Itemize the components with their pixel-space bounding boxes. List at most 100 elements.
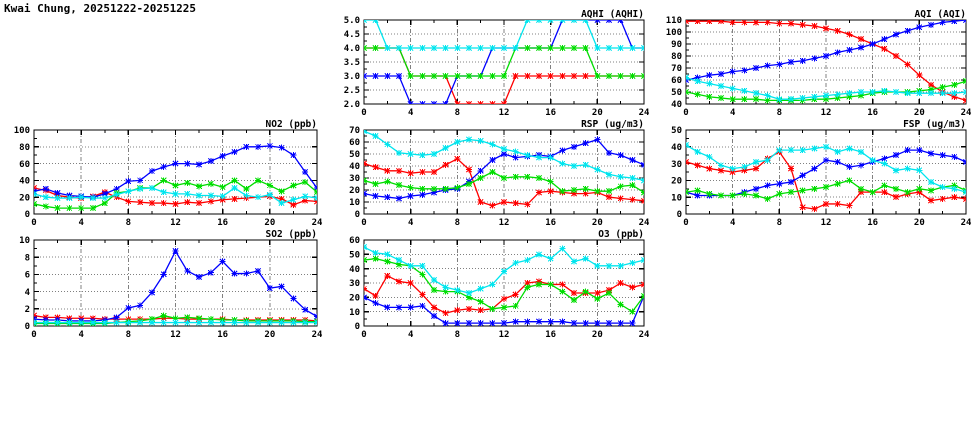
y-tick-label: 30 [349,174,360,184]
y-tick-label: 80 [671,52,682,62]
x-tick-label: 8 [455,330,460,340]
chart-panel-no2: 0 20 40 60 80 100 0 4 8 12 16 20 24 NO2 (ppb) [0,118,323,231]
x-tick-label: 12 [499,330,510,340]
y-tick-label: 4.5 [344,30,360,40]
y-tick-label: 70 [349,126,360,136]
x-tick-label: 24 [639,108,650,118]
x-tick-label: 0 [31,330,36,340]
x-tick-label: 20 [592,218,603,228]
y-tick-label: 30 [671,160,682,170]
x-tick-label: 16 [217,218,228,228]
y-tick-label: 50 [349,150,360,160]
y-tick-label: 4.0 [344,44,360,54]
x-tick-label: 4 [78,218,84,228]
x-tick-label: 8 [126,218,131,228]
x-tick-label: 4 [408,330,414,340]
y-tick-label: 40 [19,177,30,187]
chart-panel-so2: 0 2 4 6 8 10 0 4 8 12 16 20 24 SO2 (ppb) [0,228,323,343]
y-tick-label: 50 [671,88,682,98]
chart-panel-aqi: 40 50 60 70 80 90 100 110 0 4 8 12 16 20 24 AQI (AQI) [652,8,972,121]
y-tick-label: 60 [349,138,360,148]
chart-title: AQHI (AQHI) [581,9,644,20]
y-tick-label: 10 [19,236,30,246]
y-tick-label: 5.0 [344,16,360,26]
series-day3 [364,169,644,196]
chart-no2: 0 20 40 60 80 100 0 4 8 12 16 20 24 NO2 (ppb) [0,118,323,231]
x-tick-label: 12 [499,218,510,228]
x-tick-label: 8 [126,330,131,340]
series-day3 [686,177,966,202]
x-tick-label: 0 [361,108,366,118]
y-tick-label: 20 [349,186,360,196]
y-tick-label: 10 [671,193,682,203]
y-tick-label: 20 [349,294,360,304]
x-tick-label: 0 [683,218,688,228]
x-tick-label: 12 [821,108,832,118]
x-tick-label: 0 [361,218,366,228]
series-day4 [686,142,966,196]
y-tick-label: 100 [666,28,682,38]
x-tick-label: 4 [730,108,736,118]
y-tick-label: 0 [25,210,30,220]
y-tick-label: 10 [349,308,360,318]
y-tick-label: 40 [671,100,682,110]
x-tick-label: 12 [170,218,181,228]
y-tick-label: 50 [349,251,360,261]
series-day4 [34,319,317,326]
x-tick-label: 4 [408,218,414,228]
y-tick-label: 20 [19,193,30,203]
y-tick-label: 3.5 [344,58,360,68]
x-tick-label: 8 [777,108,782,118]
y-tick-label: 2 [25,305,30,315]
chart-title: AQI (AQI) [915,9,966,20]
y-tick-label: 3.0 [344,72,360,82]
y-tick-label: 50 [671,126,682,136]
series-day4 [686,74,966,103]
x-tick-label: 0 [31,218,36,228]
x-tick-label: 0 [361,330,366,340]
series-day4 [364,244,644,297]
y-tick-label: 40 [349,162,360,172]
x-tick-label: 16 [545,108,556,118]
y-tick-label: 20 [671,177,682,187]
x-tick-label: 0 [683,108,688,118]
series-day2 [364,136,644,202]
y-tick-label: 30 [349,279,360,289]
x-tick-label: 24 [312,218,323,228]
x-tick-label: 16 [867,218,878,228]
x-tick-label: 20 [264,218,275,228]
chart-title: FSP (ug/m3) [903,119,966,130]
x-tick-label: 20 [914,108,925,118]
y-tick-label: 70 [671,64,682,74]
y-tick-label: 100 [14,126,30,136]
y-tick-label: 0 [355,322,360,332]
y-tick-label: 0 [355,210,360,220]
series-day1 [686,148,966,212]
y-tick-label: 6 [25,271,30,281]
chart-title: NO2 (ppb) [266,119,317,130]
series-day3 [364,45,644,79]
x-tick-label: 8 [777,218,782,228]
x-tick-label: 12 [821,218,832,228]
x-tick-label: 24 [639,330,650,340]
series-day2 [686,20,966,83]
y-tick-label: 2.0 [344,100,360,110]
x-tick-label: 4 [730,218,736,228]
chart-title: SO2 (ppb) [266,229,317,240]
chart-o3: 0 10 20 30 40 50 60 0 4 8 12 16 20 24 O3 (ppb) [330,228,650,343]
y-tick-label: 40 [671,143,682,153]
x-tick-label: 4 [78,330,84,340]
x-tick-label: 12 [170,330,181,340]
series-day4 [364,20,644,51]
y-tick-label: 4 [25,288,31,298]
x-tick-label: 8 [455,218,460,228]
x-tick-label: 16 [867,108,878,118]
x-tick-label: 16 [545,330,556,340]
y-tick-label: 10 [349,198,360,208]
y-tick-label: 2.5 [344,86,360,96]
x-tick-label: 4 [408,108,414,118]
chart-panel-fsp: 0 10 20 30 40 50 0 4 8 12 16 20 24 FSP (ug/m3) [652,118,972,231]
chart-title: O3 (ppb) [598,229,644,240]
